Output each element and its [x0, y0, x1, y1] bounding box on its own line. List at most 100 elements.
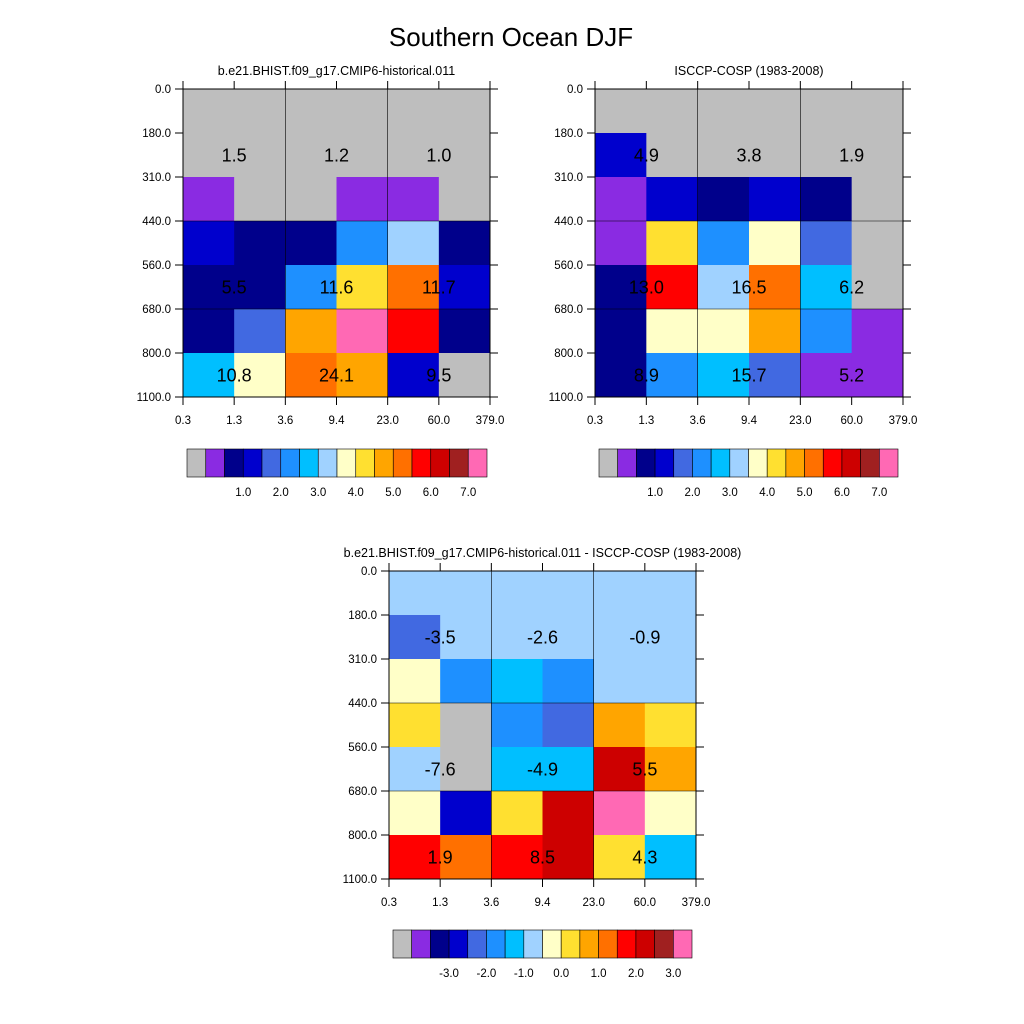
- colorbar-box: [785, 448, 805, 478]
- colorbar-label: -3.0: [439, 968, 459, 980]
- colorbar-box: [692, 448, 712, 478]
- block-value-label: 9.5: [426, 366, 451, 386]
- heatmap-cell: [183, 309, 235, 354]
- heatmap-cell: [593, 791, 646, 836]
- heatmap-cell: [593, 703, 646, 748]
- heatmap-cell: [749, 133, 801, 178]
- heatmap-cell: [646, 309, 699, 354]
- heatmap-cell: [387, 309, 440, 354]
- colorbar-box: [430, 929, 450, 959]
- heatmap-cell: [646, 221, 699, 266]
- block-value-label: 15.7: [731, 366, 766, 386]
- block-value-label: -2.6: [527, 628, 558, 648]
- block-value-label: 1.9: [839, 146, 864, 166]
- heatmap-cell: [644, 571, 697, 616]
- colorbar-box: [804, 448, 824, 478]
- colorbar-box: [392, 929, 412, 959]
- colorbar-label: 5.0: [797, 487, 813, 499]
- y-tick-label: 680.0: [554, 304, 583, 316]
- colorbar-box: [579, 929, 599, 959]
- heatmap-cell: [438, 353, 491, 398]
- colorbar-box: [598, 929, 618, 959]
- x-tick-label: 60.0: [428, 415, 450, 427]
- heatmap-cell: [697, 133, 750, 178]
- y-tick-label: 1100.0: [343, 874, 377, 886]
- colorbar-box: [748, 448, 768, 478]
- colorbar-box: [467, 448, 488, 478]
- heatmap-cell: [285, 221, 337, 266]
- heatmap-cell: [851, 133, 904, 178]
- heatmap-cell: [595, 309, 647, 354]
- heatmap-cell: [697, 353, 750, 398]
- heatmap-cell: [285, 309, 337, 354]
- heatmap-cell: [644, 791, 697, 836]
- y-tick-label: 440.0: [348, 698, 377, 710]
- heatmap-cell: [234, 133, 286, 178]
- heatmap-cell: [851, 221, 904, 266]
- y-tick-label: 560.0: [142, 260, 171, 272]
- block-value-label: 11.7: [422, 278, 456, 298]
- heatmap-cell: [491, 835, 543, 880]
- heatmap-cell: [749, 353, 801, 398]
- block-value-label: 5.5: [632, 760, 657, 780]
- heatmap-cell: [336, 133, 389, 178]
- x-tick-label: 9.4: [535, 897, 552, 909]
- x-tick-label: 9.4: [741, 415, 758, 427]
- heatmap-cell: [542, 791, 595, 836]
- heatmap-cell: [542, 571, 595, 616]
- colorbar-label: 7.0: [871, 487, 887, 499]
- panel-1: b.e21.BHIST.f09_g17.CMIP6-historical.011…: [137, 64, 505, 499]
- colorbar-box: [617, 448, 637, 478]
- heatmap-cell: [593, 835, 646, 880]
- colorbar-label: -2.0: [477, 968, 497, 980]
- heatmap-cell: [697, 177, 750, 222]
- colorbar-label: 2.0: [684, 487, 700, 499]
- x-tick-label: 3.6: [690, 415, 706, 427]
- block-value-label: 1.0: [426, 146, 451, 166]
- colorbar-box: [860, 448, 880, 478]
- heatmap-cell: [593, 571, 646, 616]
- x-tick-label: 1.3: [226, 415, 242, 427]
- block-value-label: 3.8: [736, 146, 761, 166]
- x-tick-label: 0.3: [175, 415, 191, 427]
- heatmap-cell: [644, 703, 697, 748]
- heatmap-cell: [183, 353, 235, 398]
- heatmap-cell: [387, 89, 440, 134]
- block-value-label: 5.5: [222, 278, 247, 298]
- colorbar-box: [411, 929, 431, 959]
- heatmap-cell: [697, 221, 750, 266]
- heatmap-cell: [800, 353, 853, 398]
- heatmap-cell: [387, 177, 440, 222]
- heatmap-cell: [389, 791, 441, 836]
- y-tick-label: 560.0: [348, 742, 377, 754]
- heatmap-cell: [389, 659, 441, 704]
- colorbar-label: 2.0: [628, 968, 644, 980]
- y-tick-label: 560.0: [554, 260, 583, 272]
- heatmap-cell: [336, 177, 389, 222]
- y-tick-label: 680.0: [348, 786, 377, 798]
- block-value-label: 13.0: [629, 278, 664, 298]
- heatmap-cell: [542, 659, 595, 704]
- colorbar-label: 3.0: [310, 487, 326, 499]
- colorbar-box: [467, 929, 487, 959]
- colorbar-box: [317, 448, 338, 478]
- y-tick-label: 440.0: [142, 216, 171, 228]
- heatmap-cell: [183, 265, 235, 310]
- x-tick-label: 9.4: [329, 415, 346, 427]
- y-tick-label: 180.0: [142, 128, 171, 140]
- colorbar-box: [766, 448, 787, 478]
- heatmap-cell: [285, 353, 337, 398]
- heatmap-cell: [542, 615, 595, 660]
- heatmap-cell: [491, 747, 543, 792]
- colorbar-box: [654, 929, 674, 959]
- block-value-label: 16.5: [731, 278, 766, 298]
- heatmap-cell: [285, 265, 337, 310]
- colorbar-box: [224, 448, 244, 478]
- y-tick-label: 800.0: [142, 348, 171, 360]
- block-value-label: -4.9: [527, 760, 558, 780]
- colorbar-box: [654, 448, 675, 478]
- heatmap-cell: [438, 177, 491, 222]
- y-tick-label: 800.0: [554, 348, 583, 360]
- y-tick-label: 180.0: [554, 128, 583, 140]
- x-tick-label: 379.0: [476, 415, 505, 427]
